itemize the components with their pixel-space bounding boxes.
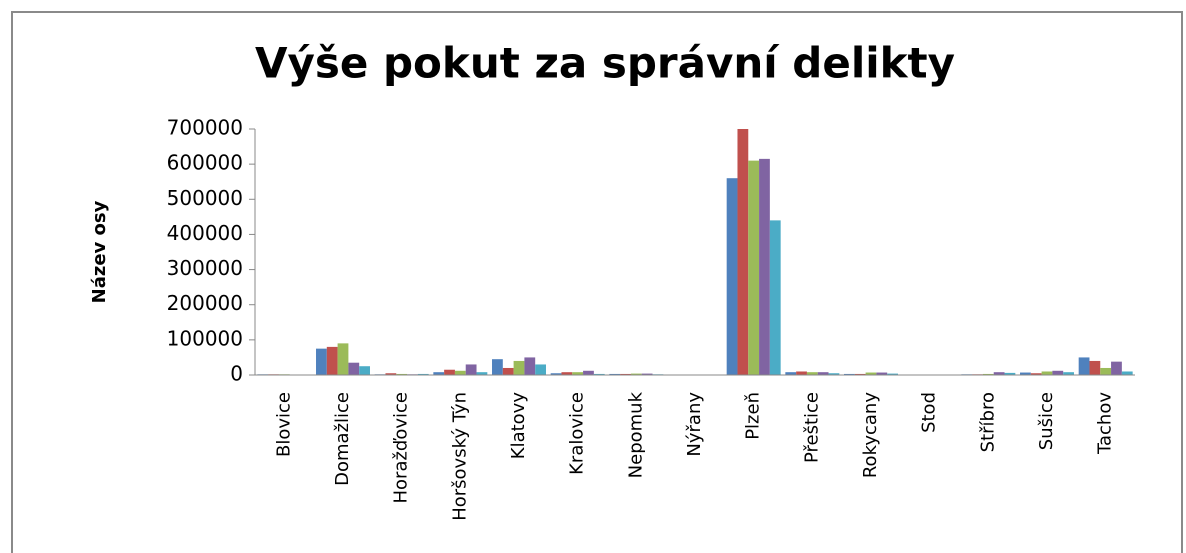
y-tick-label: 300000 <box>167 256 243 280</box>
bar <box>876 372 888 375</box>
bar <box>641 373 653 375</box>
bar <box>737 129 749 375</box>
bar <box>609 373 621 375</box>
bar <box>396 373 408 375</box>
bar <box>454 370 466 375</box>
y-tick-label: 200000 <box>167 291 243 315</box>
bar <box>1121 371 1133 375</box>
bar <box>572 372 584 375</box>
bar <box>630 373 642 375</box>
y-tick-label: 700000 <box>167 116 243 140</box>
bar <box>1078 357 1090 375</box>
y-tick-label: 100000 <box>167 326 243 350</box>
bar <box>865 372 877 375</box>
bar <box>828 373 840 375</box>
bar <box>326 346 338 375</box>
bar <box>535 364 546 375</box>
bar <box>359 366 370 375</box>
bar <box>476 372 488 375</box>
bar <box>444 369 455 375</box>
bar <box>524 357 536 375</box>
bar <box>1111 361 1122 375</box>
bar <box>492 359 503 375</box>
bar <box>433 372 445 375</box>
bar <box>620 373 631 375</box>
bar <box>1063 372 1074 375</box>
chart-frame <box>11 11 1183 553</box>
bar <box>806 372 818 375</box>
x-tick-label: Plzeň <box>743 392 764 440</box>
bar <box>854 373 866 375</box>
y-tick-label: 0 <box>230 362 243 386</box>
bar <box>1004 372 1016 375</box>
bar <box>1020 372 1031 375</box>
bar <box>593 373 605 375</box>
bar <box>502 367 514 375</box>
bar <box>1089 360 1101 375</box>
bar <box>993 372 1005 375</box>
x-tick-label: Sušice <box>1036 392 1057 450</box>
y-tick-label: 400000 <box>167 221 243 245</box>
bar <box>583 370 594 375</box>
x-tick-label: Domažlice <box>332 392 353 486</box>
bar <box>561 372 573 375</box>
x-tick-label: Klatovy <box>508 392 529 460</box>
bar <box>844 373 855 375</box>
chart-title: Výše pokut za správní delikty <box>255 39 955 88</box>
bar <box>348 362 360 375</box>
bar <box>337 343 349 375</box>
bar <box>513 360 525 375</box>
x-tick-label: Horažďovice <box>391 392 412 504</box>
bar <box>726 178 738 375</box>
bar <box>1052 370 1064 375</box>
bar <box>316 348 327 375</box>
x-tick-label: Stříbro <box>977 392 998 452</box>
bar <box>769 220 781 375</box>
bar <box>759 158 770 375</box>
x-tick-label: Nepomuk <box>625 391 646 478</box>
y-axis-title: Název osy <box>89 200 110 303</box>
bar <box>550 373 562 375</box>
y-tick-label: 600000 <box>167 151 243 175</box>
bar <box>417 373 429 375</box>
bar <box>785 372 797 375</box>
bar <box>796 371 807 375</box>
bar <box>385 373 397 375</box>
bar <box>1100 367 1112 375</box>
bar <box>465 364 477 375</box>
bar <box>1030 373 1042 375</box>
y-tick-label: 500000 <box>167 186 243 210</box>
x-tick-label: Horšovský Týn <box>449 392 470 521</box>
bar <box>1041 371 1053 375</box>
bar <box>982 373 994 375</box>
x-tick-label: Stod <box>919 392 940 433</box>
bar <box>887 373 898 375</box>
x-tick-label: Rokycany <box>860 392 881 478</box>
x-tick-label: Nýřany <box>684 392 705 457</box>
bar <box>817 372 829 375</box>
x-tick-label: Přeštice <box>801 392 822 463</box>
x-tick-label: Kralovice <box>567 392 588 475</box>
bar <box>748 160 760 375</box>
x-tick-label: Tachov <box>1095 392 1116 455</box>
x-tick-label: Blovice <box>273 392 294 457</box>
